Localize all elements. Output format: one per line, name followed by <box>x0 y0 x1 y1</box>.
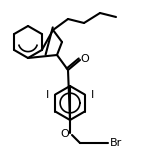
Text: I: I <box>91 89 94 100</box>
Text: Br: Br <box>110 138 122 148</box>
Text: O: O <box>61 129 69 139</box>
Text: I: I <box>46 89 49 100</box>
Text: O: O <box>81 54 89 64</box>
